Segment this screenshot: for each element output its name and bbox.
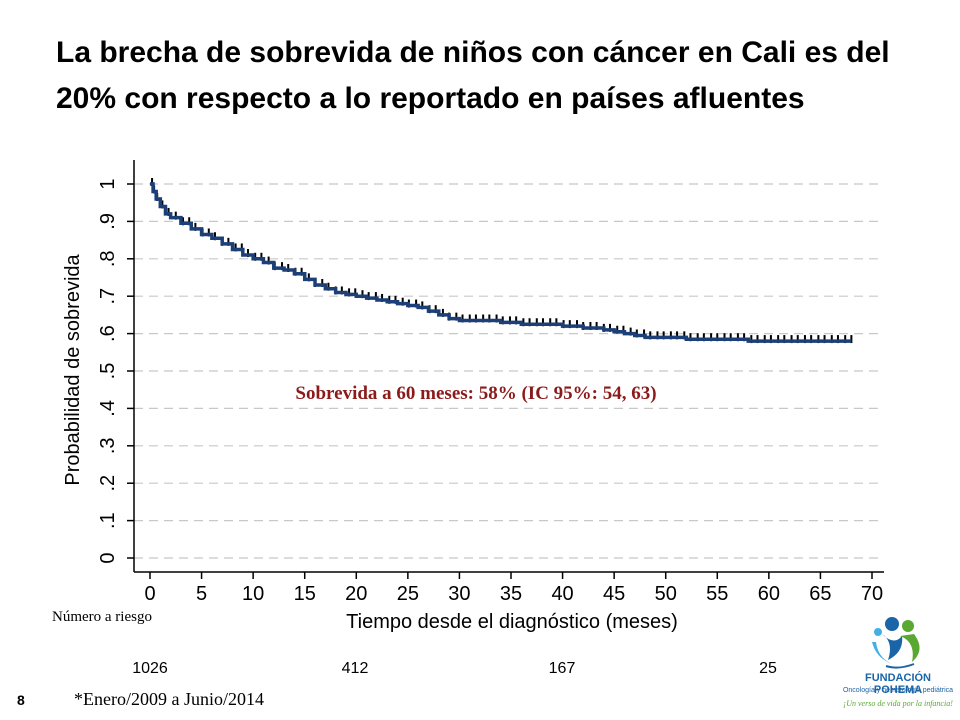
logo-name: FUNDACIÓN POHEMA: [865, 672, 931, 696]
x-tick-label: 35: [500, 583, 522, 605]
slide-title: La brecha de sobrevida de niños con cánc…: [56, 30, 956, 122]
x-tick-label: 5: [196, 583, 207, 605]
x-tick-label: 55: [706, 583, 728, 605]
x-axis-label: Tiempo desde el diagnóstico (meses): [346, 611, 678, 633]
y-tick-label: .8: [97, 250, 119, 267]
slide-number: 8: [17, 692, 25, 708]
x-tick-label: 40: [551, 583, 573, 605]
grid-lines: [134, 183, 884, 559]
y-tick-label: .2: [97, 475, 119, 492]
x-tick-label: 25: [397, 583, 419, 605]
survival-annotation: Sobrevida a 60 meses: 58% (IC 95%: 54, 6…: [295, 383, 656, 404]
risk-count: 167: [548, 660, 576, 677]
x-tick-labels: 0 5 10 15 20 25 30 35 40 45 50 55 60 65 70: [144, 572, 883, 605]
x-tick-label: 70: [861, 583, 883, 605]
chart-axes: [133, 160, 884, 573]
x-tick-label: 10: [242, 583, 264, 605]
x-tick-label: 20: [345, 583, 367, 605]
y-tick-label: 1: [97, 178, 119, 189]
y-tick-label: .6: [97, 325, 119, 342]
risk-table-label: Número a riesgo: [52, 609, 152, 625]
x-tick-label: 0: [144, 583, 155, 605]
y-axis-label: Probabilidad de sobrevida: [62, 253, 84, 485]
y-tick-label: .3: [97, 437, 119, 454]
logo-tagline: ¡Un verso de vida por la infancia!: [843, 699, 953, 708]
y-tick-label: .5: [97, 363, 119, 380]
title-line-1: La brecha de sobrevida de niños con cánc…: [56, 36, 890, 69]
y-tick-label: .9: [97, 213, 119, 230]
y-tick-labels: 0 .1 .2 .3 .4 .5 .6 .7 .8 .9 1: [97, 178, 134, 564]
x-tick-label: 50: [655, 583, 677, 605]
x-tick-label: 15: [294, 583, 316, 605]
x-tick-label: 60: [758, 583, 780, 605]
risk-count: 25: [759, 660, 777, 677]
y-tick-label: .7: [97, 288, 119, 305]
x-tick-label: 65: [809, 583, 831, 605]
footnote: *Enero/2009 a Junio/2014: [74, 689, 264, 709]
x-tick-label: 30: [448, 583, 470, 605]
logo-subtitle: Oncología y hematología pediátrica: [842, 687, 954, 694]
survival-curve: [150, 182, 852, 343]
y-tick-label: 0: [97, 552, 119, 563]
y-tick-label: .4: [97, 400, 119, 417]
risk-count: 1026: [132, 660, 168, 677]
title-line-2: 20% con respecto a lo reportado en paíse…: [56, 82, 805, 115]
pohema-logo: FUNDACIÓN POHEMA Oncología y hematología…: [842, 612, 954, 716]
logo-figure-icon: [872, 617, 920, 669]
risk-count: 412: [341, 660, 369, 677]
x-tick-label: 45: [603, 583, 625, 605]
y-tick-label: .1: [97, 512, 119, 529]
